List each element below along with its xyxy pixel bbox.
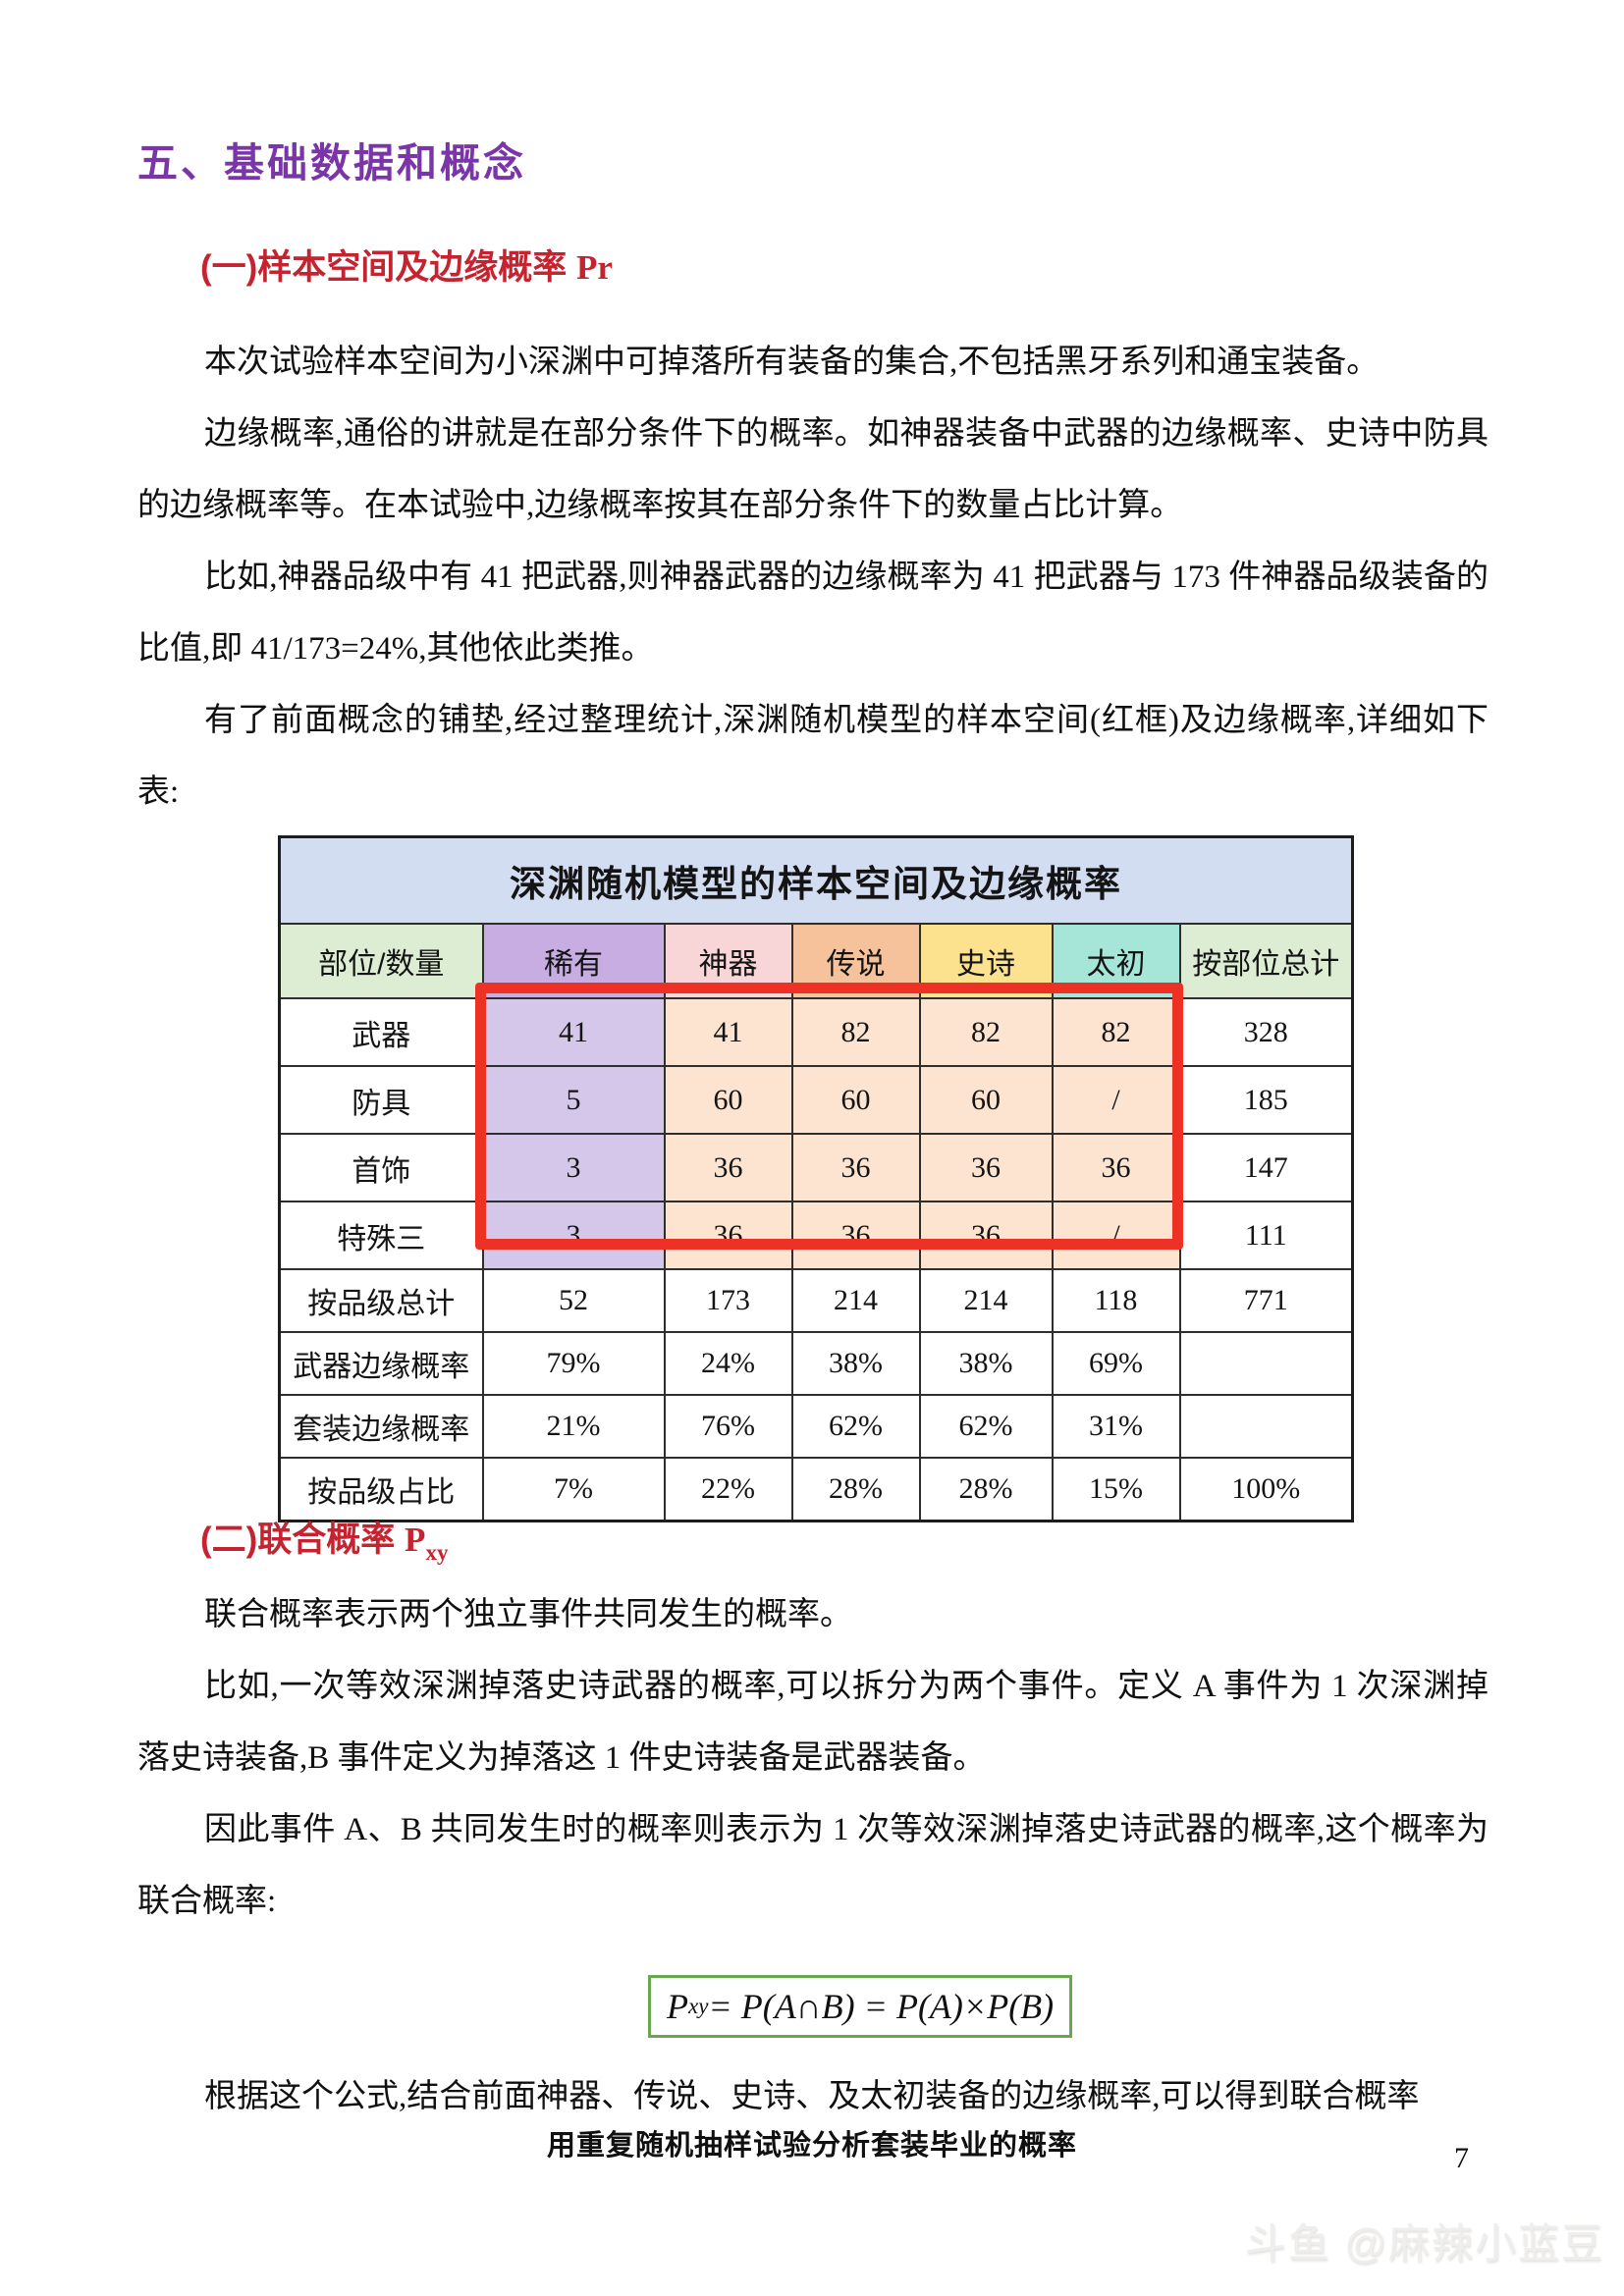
paragraph: 因此事件 A、B 共同发生时的概率则表示为 1 次等效深渊掉落史诗武器的概率,这…	[137, 1812, 1489, 1919]
sample-space-table: 深渊随机模型的样本空间及边缘概率 部位/数量 稀有 神器 传说 史诗 太初 按部…	[278, 835, 1355, 1522]
table-cell	[1178, 1331, 1354, 1396]
table-cell: 79%	[481, 1331, 666, 1396]
table-cell: 62%	[918, 1394, 1054, 1459]
section-1-heading-cn: (一)样本空间及边缘概率	[200, 248, 577, 287]
paragraph: 比如,一次等效深渊掉落史诗武器的概率,可以拆分为两个事件。定义 A 事件为 1 …	[137, 1669, 1489, 1776]
table-cell: 111	[1178, 1201, 1354, 1270]
section-1-heading: (一)样本空间及边缘概率 Pr	[200, 240, 613, 290]
table-cell: 36	[1051, 1133, 1181, 1202]
table-cell: 214	[918, 1268, 1054, 1333]
table-cell: 28%	[790, 1457, 921, 1522]
section-2-body: 联合概率表示两个独立事件共同发生的概率。 比如,一次等效深渊掉落史诗武器的概率,…	[137, 1579, 1489, 1938]
row-label: 防具	[278, 1065, 484, 1135]
watermark: 斗鱼 @麻辣小蓝豆	[1244, 2220, 1604, 2267]
paragraph: 比如,神器品级中有 41 把武器,则神器武器的边缘概率为 41 把武器与 173…	[137, 560, 1489, 667]
table-cell: 7%	[481, 1457, 666, 1522]
page-number: 7	[1454, 2142, 1469, 2174]
section-2-heading-symbol: Pxy	[405, 1521, 449, 1565]
column-header: 稀有	[481, 923, 666, 999]
column-header: 神器	[663, 923, 793, 999]
table-cell: 31%	[1051, 1394, 1181, 1459]
table-cell: 21%	[481, 1394, 666, 1459]
table-cell: 5	[481, 1065, 666, 1135]
row-label: 武器边缘概率	[278, 1331, 484, 1396]
section-1-heading-symbol: Pr	[576, 248, 613, 287]
table-cell: /	[1051, 1201, 1181, 1270]
table-cell: 60	[918, 1065, 1054, 1135]
table-cell: 60	[663, 1065, 793, 1135]
table-cell: 3	[481, 1201, 666, 1270]
table-cell: 185	[1178, 1065, 1354, 1135]
table-cell: 36	[918, 1133, 1054, 1202]
table-cell: 60	[790, 1065, 921, 1135]
table-cell: 24%	[663, 1331, 793, 1396]
column-header: 太初	[1051, 923, 1181, 999]
table-cell: 22%	[663, 1457, 793, 1522]
table-cell: 147	[1178, 1133, 1354, 1202]
table-cell: 76%	[663, 1394, 793, 1459]
row-label: 按品级占比	[278, 1457, 484, 1522]
table-cell: 15%	[1051, 1457, 1181, 1522]
table-cell: /	[1051, 1065, 1181, 1135]
table-cell: 82	[918, 997, 1054, 1067]
page-heading: 五、基础数据和概念	[137, 140, 526, 186]
closing-body: 根据这个公式,结合前面神器、传说、史诗、及太初装备的边缘概率,可以得到联合概率	[137, 2061, 1489, 2133]
table-cell: 118	[1051, 1268, 1181, 1333]
paragraph: 边缘概率,通俗的讲就是在部分条件下的概率。如神器装备中武器的边缘概率、史诗中防具…	[137, 416, 1489, 523]
table-cell: 82	[1051, 997, 1181, 1067]
table-cell: 36	[790, 1201, 921, 1270]
sample-space-table-wrap: 深渊随机模型的样本空间及边缘概率 部位/数量 稀有 神器 传说 史诗 太初 按部…	[278, 835, 1355, 1522]
row-label: 首饰	[278, 1133, 484, 1202]
paragraph: 有了前面概念的铺垫,经过整理统计,深渊随机模型的样本空间(红框)及边缘概率,详细…	[137, 703, 1489, 810]
table-cell: 771	[1178, 1268, 1354, 1333]
row-label: 套装边缘概率	[278, 1394, 484, 1459]
column-header: 史诗	[918, 923, 1054, 999]
table-cell: 36	[790, 1133, 921, 1202]
table-title: 深渊随机模型的样本空间及边缘概率	[278, 835, 1354, 925]
table-cell: 38%	[790, 1331, 921, 1396]
table-cell: 41	[481, 997, 666, 1067]
table-cell: 328	[1178, 997, 1354, 1067]
section-2-heading-cn: (二)联合概率	[200, 1521, 406, 1559]
paragraph: 本次试验样本空间为小深渊中可掉落所有装备的集合,不包括黑牙系列和通宝装备。	[204, 345, 1380, 380]
table-cell: 36	[663, 1133, 793, 1202]
table-cell: 3	[481, 1133, 666, 1202]
row-label: 特殊三	[278, 1201, 484, 1270]
table-cell: 52	[481, 1268, 666, 1333]
paragraph: 根据这个公式,结合前面神器、传说、史诗、及太初装备的边缘概率,可以得到联合概率	[204, 2079, 1420, 2114]
table-cell: 36	[663, 1201, 793, 1270]
paragraph: 联合概率表示两个独立事件共同发生的概率。	[204, 1597, 852, 1632]
table-cell: 69%	[1051, 1331, 1181, 1396]
section-2-heading: (二)联合概率 Pxy	[200, 1512, 448, 1566]
table-cell: 28%	[918, 1457, 1054, 1522]
table-cell: 100%	[1178, 1457, 1354, 1522]
column-header: 按部位总计	[1178, 923, 1354, 999]
row-label: 武器	[278, 997, 484, 1067]
row-label: 按品级总计	[278, 1268, 484, 1333]
table-cell: 62%	[790, 1394, 921, 1459]
table-cell: 173	[663, 1268, 793, 1333]
table-cell: 214	[790, 1268, 921, 1333]
section-1-body: 本次试验样本空间为小深渊中可掉落所有装备的集合,不包括黑牙系列和通宝装备。 边缘…	[137, 327, 1489, 828]
column-header: 部位/数量	[278, 923, 484, 999]
footer-document-title: 用重复随机抽样试验分析套装毕业的概率	[546, 2130, 1077, 2162]
column-header: 传说	[790, 923, 921, 999]
table-cell: 36	[918, 1201, 1054, 1270]
table-cell: 41	[663, 997, 793, 1067]
table-cell	[1178, 1394, 1354, 1459]
table-cell: 38%	[918, 1331, 1054, 1396]
table-cell: 82	[790, 997, 921, 1067]
